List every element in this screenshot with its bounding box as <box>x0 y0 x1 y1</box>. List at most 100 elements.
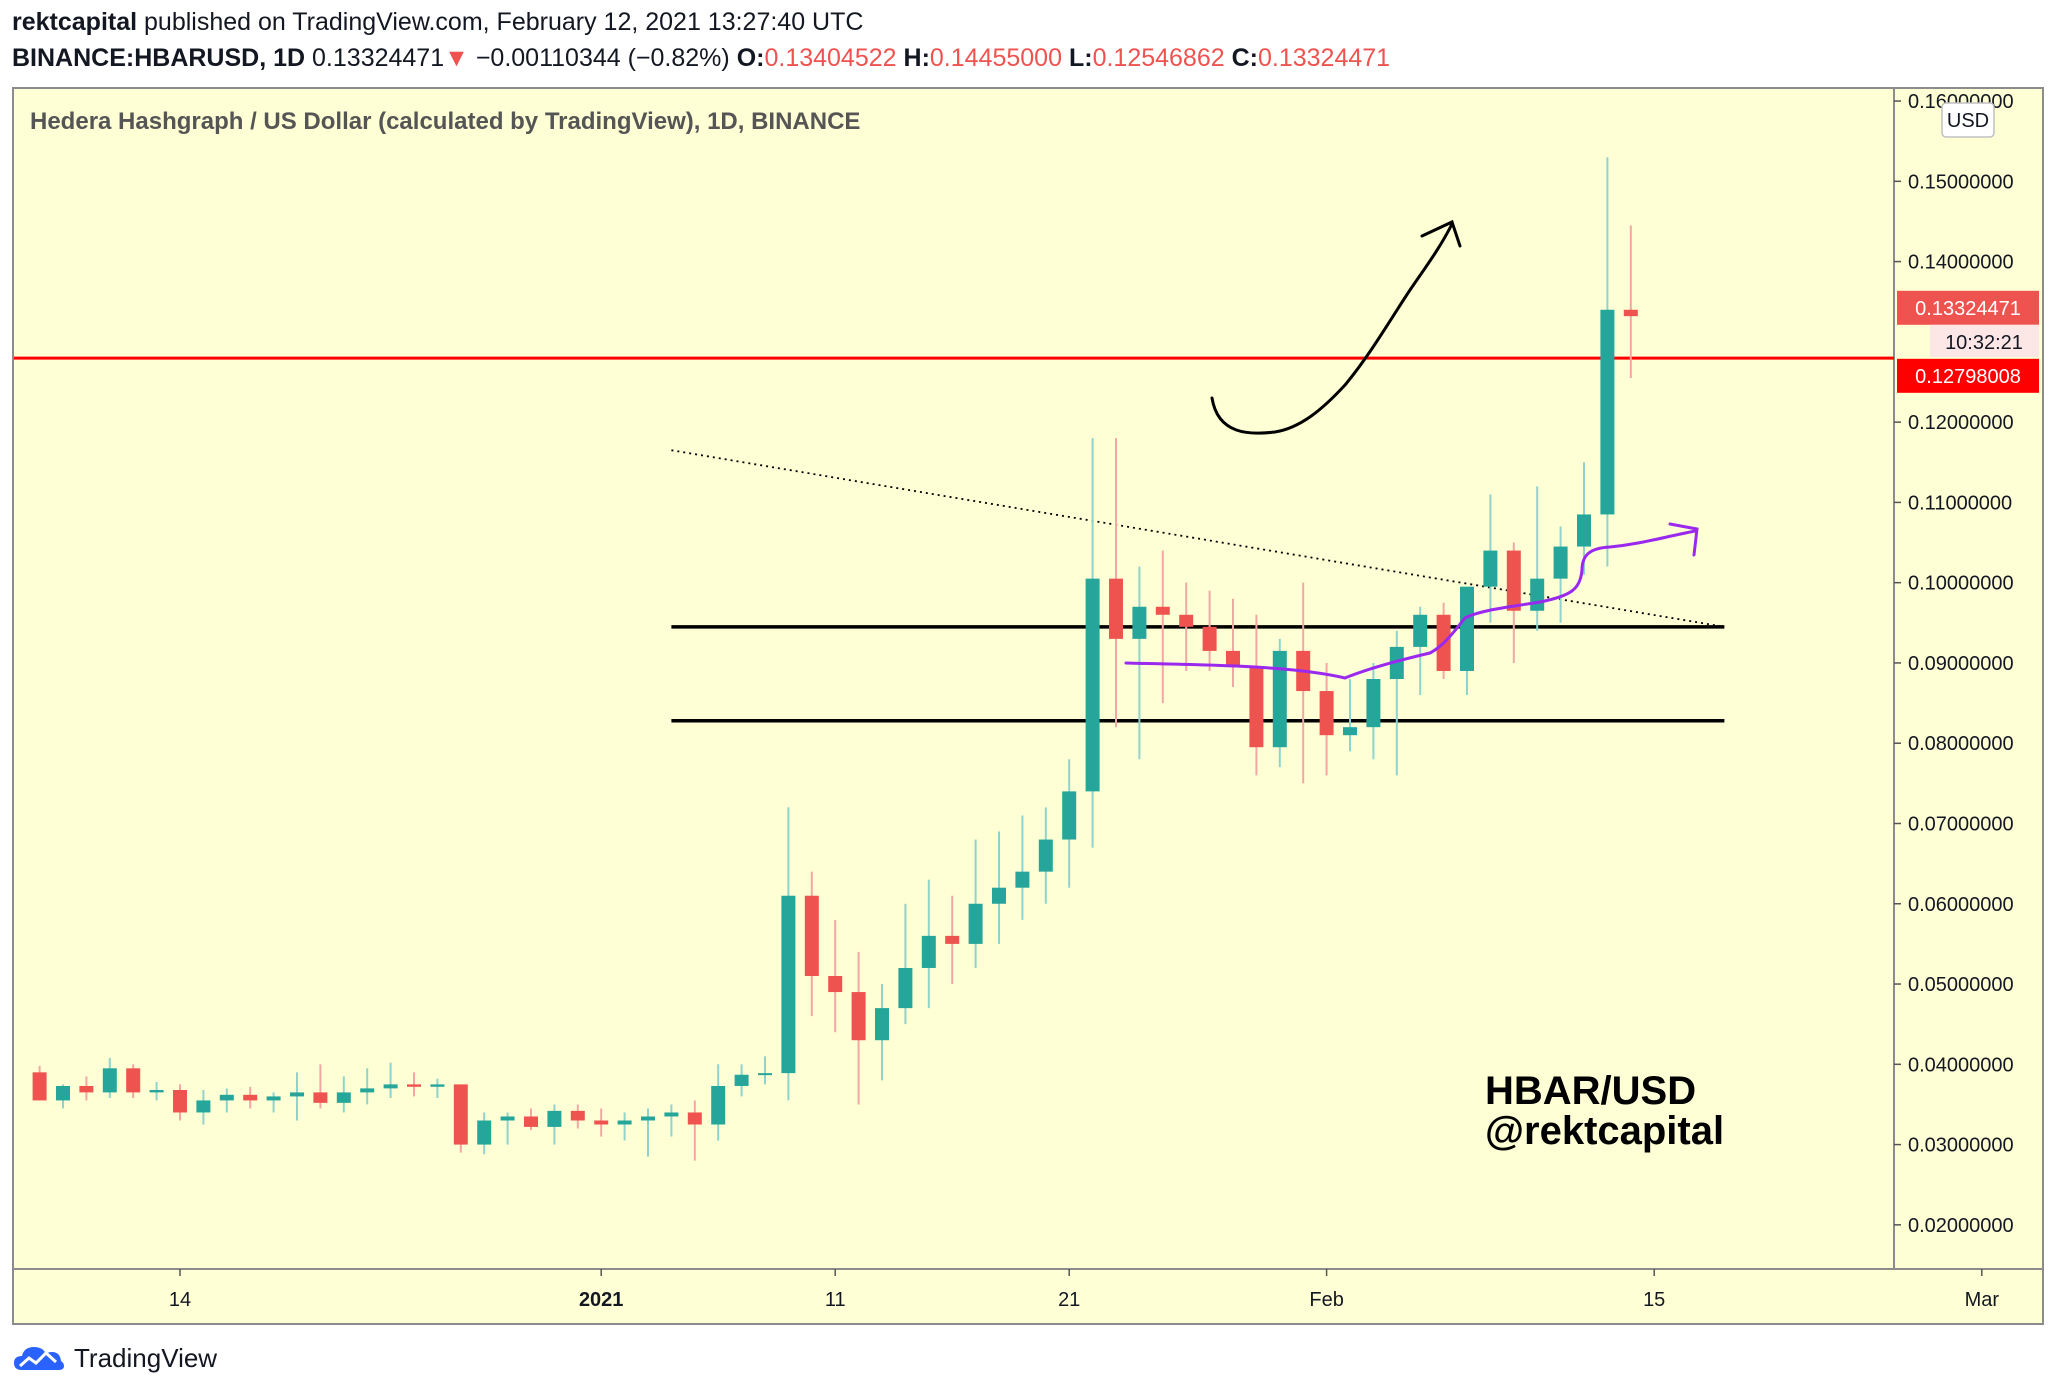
author[interactable]: rektcapital <box>12 8 138 36</box>
candle-body[interactable] <box>126 1068 141 1093</box>
retest-path <box>1124 529 1697 680</box>
low-value: 0.12546862 <box>1092 44 1225 72</box>
last-price-label <box>1897 290 2039 325</box>
down-arrow-icon: ▼ <box>444 44 469 72</box>
candle-body[interactable] <box>851 992 866 1041</box>
candle-body[interactable] <box>617 1120 632 1125</box>
candle-body[interactable] <box>898 967 913 1009</box>
candle-body[interactable] <box>313 1092 328 1103</box>
candle-body[interactable] <box>360 1088 375 1093</box>
candle-body[interactable] <box>1530 578 1545 611</box>
y-tick-label: 0.02000000 <box>1908 1215 2014 1237</box>
candle-body[interactable] <box>173 1089 187 1113</box>
publish-info: rektcapital published on TradingView.com… <box>12 8 863 37</box>
candle-body[interactable] <box>547 1110 562 1127</box>
watermark-handle: @rektcapital <box>1485 1109 1724 1153</box>
y-tick-label: 0.03000000 <box>1908 1135 2014 1157</box>
candle-body[interactable] <box>687 1112 702 1125</box>
candle-body[interactable] <box>875 1008 889 1041</box>
candle-body[interactable] <box>477 1120 492 1145</box>
candle-body[interactable] <box>828 976 843 993</box>
candle-body[interactable] <box>383 1084 398 1089</box>
currency-badge[interactable]: USD <box>1941 102 1995 138</box>
candle-body[interactable] <box>594 1120 609 1125</box>
candle-body[interactable] <box>804 895 819 977</box>
candle-body[interactable] <box>734 1074 749 1086</box>
candle-body[interactable] <box>336 1092 351 1103</box>
candle-body[interactable] <box>1623 309 1638 317</box>
footer-brand[interactable]: TradingView <box>12 1342 217 1374</box>
candle-body[interactable] <box>1109 578 1123 639</box>
candle-body[interactable] <box>992 887 1006 904</box>
open-value: 0.13404522 <box>764 44 897 72</box>
candle-body[interactable] <box>1460 586 1474 671</box>
candle-body[interactable] <box>149 1089 164 1093</box>
candle-body[interactable] <box>1389 646 1404 679</box>
last-price-label-text: 0.13324471 <box>1915 298 2021 320</box>
candle-body[interactable] <box>968 903 983 944</box>
symbol: BINANCE:HBARUSD, 1D <box>12 44 306 72</box>
close-value: 0.13324471 <box>1258 44 1391 72</box>
price-axis[interactable] <box>1894 89 2042 1269</box>
candle-body[interactable] <box>945 935 960 944</box>
y-tick-label: 0.06000000 <box>1908 894 2014 916</box>
candle-body[interactable] <box>641 1116 655 1121</box>
candle-body[interactable] <box>1343 727 1357 736</box>
candle-body[interactable] <box>1577 514 1591 547</box>
candle-body[interactable] <box>1155 606 1170 615</box>
y-tick-label: 0.10000000 <box>1908 573 2014 595</box>
candle-body[interactable] <box>1413 614 1428 647</box>
candle-body[interactable] <box>219 1094 234 1101</box>
candle-body[interactable] <box>1202 626 1217 651</box>
trendline-dotted[interactable] <box>671 449 1725 628</box>
retest-arrowhead <box>1668 522 1699 557</box>
candle-body[interactable] <box>1132 606 1147 639</box>
candle-body[interactable] <box>1506 550 1521 611</box>
candle-body[interactable] <box>1179 614 1194 627</box>
candle-body[interactable] <box>921 935 936 968</box>
candle-body[interactable] <box>102 1068 117 1093</box>
y-tick-label: 0.14000000 <box>1908 252 2014 274</box>
x-tick-label: 11 <box>825 1289 846 1311</box>
candle-body[interactable] <box>758 1073 772 1076</box>
candle-body[interactable] <box>711 1085 726 1125</box>
candle-body[interactable] <box>781 895 796 1074</box>
candle-body[interactable] <box>453 1084 468 1145</box>
candle-body[interactable] <box>664 1112 679 1117</box>
candle-body[interactable] <box>1483 550 1498 587</box>
candle-body[interactable] <box>196 1100 211 1113</box>
candle-body[interactable] <box>500 1116 515 1121</box>
y-tick-label: 0.05000000 <box>1908 974 2014 996</box>
price-chart[interactable]: Hedera Hashgraph / US Dollar (calculated… <box>0 0 2056 1330</box>
candle-body[interactable] <box>290 1092 304 1097</box>
candle-body[interactable] <box>1085 578 1100 792</box>
candle-body[interactable] <box>1366 679 1381 728</box>
candle-body[interactable] <box>1319 691 1334 736</box>
candle-body[interactable] <box>243 1094 258 1101</box>
candle-body[interactable] <box>1272 650 1287 748</box>
y-tick-label: 0.15000000 <box>1908 171 2014 193</box>
candle-body[interactable] <box>79 1085 94 1093</box>
candle-body[interactable] <box>407 1084 421 1087</box>
candle-body[interactable] <box>56 1085 70 1101</box>
candle-body[interactable] <box>430 1084 445 1087</box>
candle-body[interactable] <box>1553 546 1568 579</box>
published-text: published on TradingView.com, February 1… <box>144 8 864 36</box>
change: −0.00110344 (−0.82%) <box>475 44 730 72</box>
y-tick-label: 0.04000000 <box>1908 1054 2014 1076</box>
candle-body[interactable] <box>1600 309 1615 515</box>
y-tick-label: 0.09000000 <box>1908 653 2014 675</box>
candle-body[interactable] <box>32 1072 47 1101</box>
candle-body[interactable] <box>1015 871 1030 888</box>
candle-body[interactable] <box>570 1110 585 1121</box>
candle-body[interactable] <box>1226 650 1240 667</box>
candle-body[interactable] <box>1062 791 1077 840</box>
candle-body[interactable] <box>524 1116 538 1127</box>
candle-body[interactable] <box>1249 666 1264 748</box>
time-axis[interactable] <box>14 1269 2042 1323</box>
x-tick-label: Feb <box>1309 1289 1343 1311</box>
candle-body[interactable] <box>266 1096 281 1101</box>
plot-area[interactable] <box>14 89 1894 1269</box>
currency-badge-text: USD <box>1947 110 1989 132</box>
candle-body[interactable] <box>1038 839 1053 872</box>
